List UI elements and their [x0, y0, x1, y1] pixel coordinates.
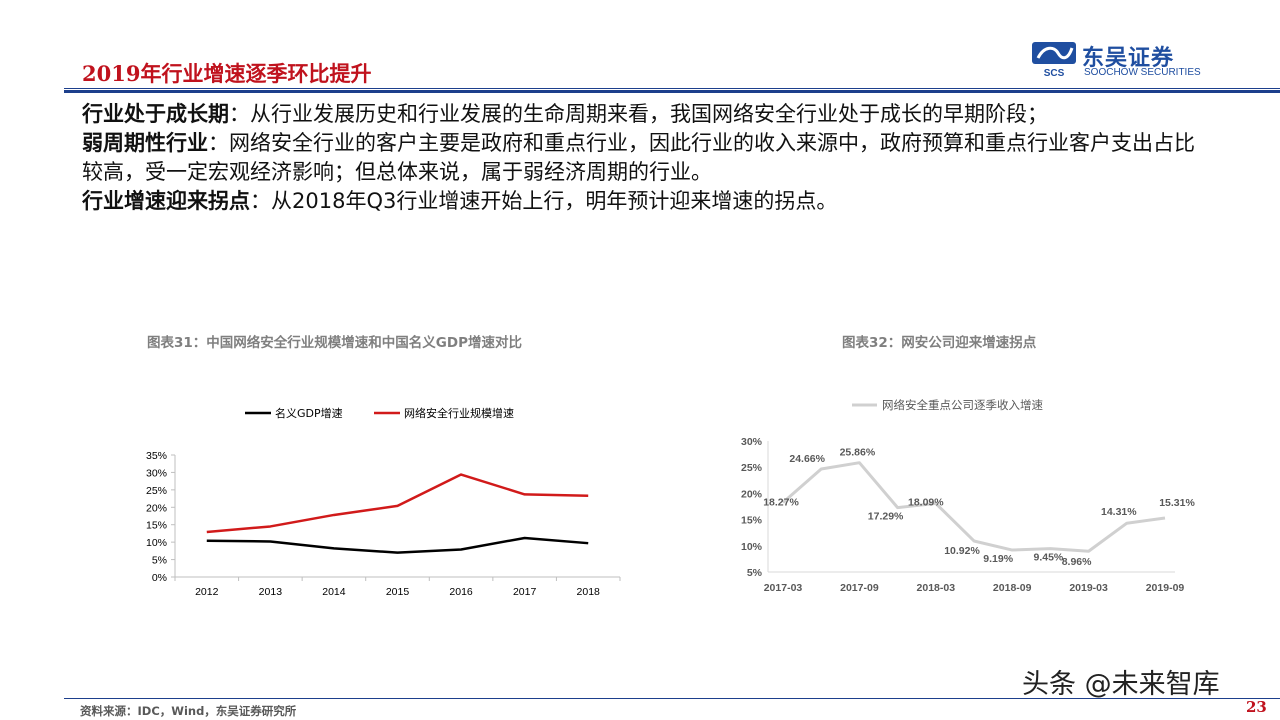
paragraph-heading: 行业增速迎来拐点	[82, 189, 250, 213]
chart-32-title: 图表32：网安公司迎来增速拐点	[842, 335, 1037, 351]
logo-mark-text: SCS	[1044, 68, 1065, 78]
data-label: 18.27%	[763, 496, 799, 508]
x-tick-label: 2014	[322, 586, 346, 598]
data-label: 17.29%	[868, 511, 904, 523]
series-line-1	[206, 473, 589, 534]
paragraph-text: ：从行业发展历史和行业发展的生命周期来看，我国网络安全行业处于成长的早期阶段；	[229, 102, 1048, 126]
data-label: 18.09%	[908, 496, 944, 508]
x-tick-label: 2012	[195, 586, 219, 598]
x-tick-label: 2018	[577, 586, 601, 598]
paragraph-text: ：网络安全行业的客户主要是政府和重点行业，因此行业的收入来源中，政府预算和重点行…	[82, 131, 1195, 184]
data-label: 15.31%	[1159, 497, 1195, 509]
logo-english-name: SOOCHOW SECURITIES	[1084, 67, 1201, 78]
y-tick-label: 30%	[146, 467, 167, 479]
y-tick-label: 10%	[146, 537, 167, 549]
y-tick-label: 5%	[747, 567, 763, 579]
series-line-0	[782, 461, 1166, 553]
paragraph-growth-stage: 行业处于成长期：从行业发展历史和行业发展的生命周期来看，我国网络安全行业处于成长…	[82, 100, 1212, 129]
paragraph-inflection: 行业增速迎来拐点：从2018年Q3行业增速开始上行，明年预计迎来增速的拐点。	[82, 187, 1212, 216]
data-label: 10.92%	[944, 545, 980, 557]
title-divider-thick	[64, 90, 1280, 93]
data-label: 9.45%	[1034, 552, 1064, 564]
footer-divider	[64, 698, 1280, 699]
watermark: 头条 @未来智库	[1022, 669, 1220, 700]
chart-32-company-revenue-growth: 网络安全重点公司逐季收入增速 5% 10% 15% 20% 25% 30% 2017-03 20…	[741, 398, 1195, 594]
x-tick-label: 2015	[386, 586, 410, 598]
data-label: 9.19%	[983, 553, 1013, 565]
x-tick-label: 2018-09	[993, 582, 1032, 594]
y-tick-label: 10%	[741, 541, 763, 553]
legend-label-0: 名义GDP增速	[275, 406, 343, 420]
data-label: 8.96%	[1062, 556, 1092, 568]
page-number: 23	[1246, 698, 1267, 716]
x-tick-label: 2018-03	[917, 582, 956, 594]
title-divider	[64, 88, 1280, 89]
paragraph-heading: 行业处于成长期	[82, 102, 229, 126]
paragraph-text: ：从2018年Q3行业增速开始上行，明年预计迎来增速的拐点。	[250, 189, 838, 213]
y-tick-label: 5%	[152, 555, 167, 567]
chart-31-gdp-vs-security-growth: 名义GDP增速 网络安全行业规模增速 0% 5% 10% 15% 20% 25% 30% 35% 2…	[146, 406, 621, 598]
x-tick-label: 2016	[449, 586, 473, 598]
page-title: 2019年行业增速逐季环比提升	[82, 61, 372, 86]
paragraph-heading: 弱周期性行业	[82, 131, 208, 155]
company-logo: SCS 东吴证券 SOOCHOW SECURITIES	[1032, 40, 1222, 80]
x-tick-label: 2017-03	[764, 582, 803, 594]
legend-label-0: 网络安全重点公司逐季收入增速	[882, 398, 1043, 412]
y-tick-label: 35%	[146, 450, 167, 462]
y-tick-label: 25%	[741, 462, 763, 474]
x-tick-label: 2017-09	[840, 582, 879, 594]
series-line-0	[206, 536, 589, 554]
chart-31-title: 图表31：中国网络安全行业规模增速和中国名义GDP增速对比	[147, 335, 522, 351]
y-tick-label: 15%	[741, 515, 763, 527]
y-tick-label: 0%	[152, 572, 167, 584]
logo-mark-icon: SCS	[1032, 42, 1076, 78]
y-tick-label: 25%	[146, 485, 167, 497]
source-note: 资料来源：IDC，Wind，东吴证券研究所	[80, 704, 297, 718]
data-label: 14.31%	[1101, 506, 1137, 518]
paragraph-weak-cycle: 弱周期性行业：网络安全行业的客户主要是政府和重点行业，因此行业的收入来源中，政府…	[82, 129, 1212, 187]
y-tick-label: 15%	[146, 520, 167, 532]
x-tick-label: 2019-03	[1069, 582, 1108, 594]
y-tick-label: 30%	[741, 436, 763, 448]
data-label: 25.86%	[840, 447, 876, 459]
x-tick-label: 2017	[513, 586, 537, 598]
y-tick-label: 20%	[741, 488, 763, 500]
data-label: 24.66%	[789, 453, 825, 465]
body-text: 行业处于成长期：从行业发展历史和行业发展的生命周期来看，我国网络安全行业处于成长…	[82, 100, 1212, 216]
legend-label-1: 网络安全行业规模增速	[404, 406, 514, 420]
x-tick-label: 2019-09	[1146, 582, 1185, 594]
logo-name: 东吴证券	[1082, 46, 1175, 71]
y-tick-label: 20%	[146, 502, 167, 514]
x-tick-label: 2013	[259, 586, 283, 598]
